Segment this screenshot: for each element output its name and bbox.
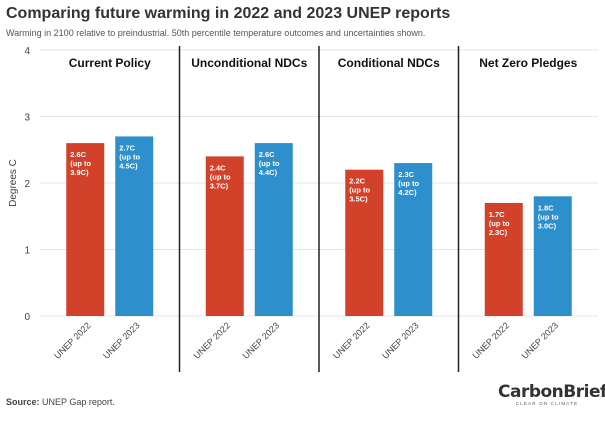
- panel-title: Net Zero Pledges: [479, 56, 577, 70]
- bar-data-label: (up to: [119, 152, 140, 161]
- y-tick-label: 2: [24, 179, 30, 190]
- x-tick-label: UNEP 2023: [101, 320, 142, 361]
- chart-subtitle: Warming in 2100 relative to preindustria…: [6, 28, 426, 38]
- bar-data-label: 3.5C): [349, 195, 368, 204]
- x-tick-label: UNEP 2022: [471, 320, 512, 361]
- carbonbrief-logo: CarbonBrief CLEAR ON CLIMATE: [498, 382, 605, 407]
- bar-data-label: (up to: [70, 159, 91, 168]
- x-tick-label: UNEP 2022: [331, 320, 372, 361]
- bar-data-label: 4.5C): [119, 161, 138, 170]
- bar-data-label: 2.4C: [210, 163, 226, 172]
- x-tick-label: UNEP 2023: [380, 320, 421, 361]
- panel-title: Current Policy: [69, 56, 151, 70]
- bar: [254, 143, 293, 316]
- y-axis-label: Degrees C: [8, 159, 19, 207]
- bar-data-label: 2.3C): [489, 228, 508, 237]
- panel-title: Unconditional NDCs: [191, 56, 307, 70]
- bar-data-label: 2.6C: [259, 150, 275, 159]
- bar-data-label: 3.7C): [210, 181, 229, 190]
- bar-data-label: (up to: [259, 159, 280, 168]
- bar-data-label: (up to: [349, 186, 370, 195]
- bar-data-label: (up to: [398, 179, 419, 188]
- y-tick-label: 3: [24, 113, 30, 124]
- source-text: UNEP Gap report.: [42, 397, 115, 407]
- bar-data-label: 1.8C: [538, 203, 554, 212]
- bar-data-label: 3.9C): [70, 168, 89, 177]
- bar: [345, 169, 384, 316]
- bar-data-label: 4.2C): [398, 188, 417, 197]
- bar-data-label: 3.0C): [538, 221, 557, 230]
- x-tick-label: UNEP 2023: [241, 320, 282, 361]
- bar: [115, 136, 154, 316]
- x-tick-label: UNEP 2023: [520, 320, 561, 361]
- y-tick-label: 1: [24, 246, 30, 257]
- bar: [484, 202, 523, 316]
- x-tick-label: UNEP 2022: [52, 320, 93, 361]
- bar-data-label: (up to: [538, 212, 559, 221]
- bar: [205, 156, 244, 316]
- bar-data-label: 2.2C: [349, 177, 365, 186]
- panel-title: Conditional NDCs: [338, 56, 440, 70]
- bar-data-label: 2.3C: [398, 170, 414, 179]
- chart-title: Comparing future warming in 2022 and 202…: [6, 5, 451, 22]
- bar-data-label: 1.7C: [489, 210, 505, 219]
- bar-data-label: (up to: [489, 219, 510, 228]
- y-tick-label: 4: [24, 46, 30, 57]
- bar-data-label: 2.7C: [119, 143, 135, 152]
- bar-data-label: 4.4C): [259, 168, 278, 177]
- bar-data-label: 2.6C: [70, 150, 86, 159]
- bar: [533, 196, 572, 316]
- x-tick-label: UNEP 2022: [192, 320, 233, 361]
- bar: [66, 143, 105, 316]
- brand-name: CarbonBrief: [498, 382, 605, 402]
- source-note: Source: UNEP Gap report.: [6, 397, 115, 407]
- source-label: Source:: [6, 397, 40, 407]
- bar-data-label: (up to: [210, 172, 231, 181]
- brand-tagline: CLEAR ON CLIMATE: [515, 401, 579, 406]
- bar: [394, 163, 433, 316]
- y-tick-label: 0: [24, 312, 30, 323]
